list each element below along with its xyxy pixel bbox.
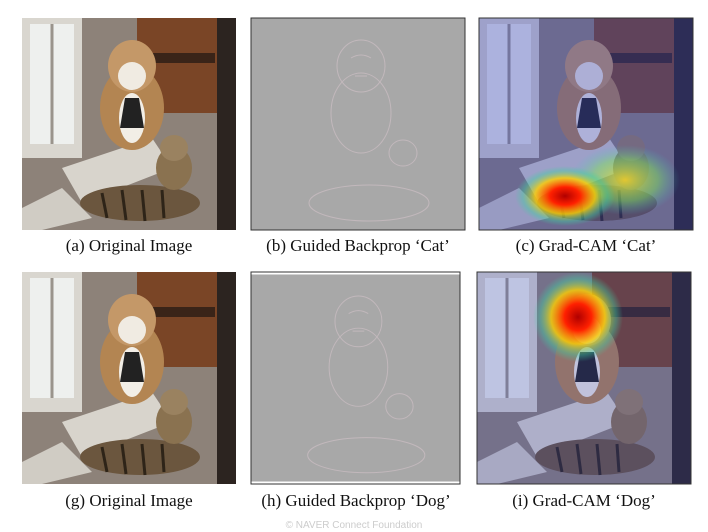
panel-a-image bbox=[22, 18, 236, 230]
caption: (g) Original Image bbox=[65, 491, 193, 510]
caption: (b) Guided Backprop ‘Cat’ bbox=[266, 236, 450, 255]
caption: (c) Grad-CAM ‘Cat’ bbox=[515, 236, 657, 255]
panel-b-image bbox=[250, 17, 466, 231]
caption: (a) Original Image bbox=[65, 236, 193, 255]
panel-c-image bbox=[478, 17, 694, 231]
panel-h-image bbox=[250, 271, 461, 485]
caption: (i) Grad-CAM ‘Dog’ bbox=[512, 491, 656, 510]
caption: (h) Guided Backprop ‘Dog’ bbox=[261, 491, 451, 510]
panel-g-image bbox=[22, 272, 236, 484]
panel-i-image bbox=[476, 271, 692, 485]
watermark: © NAVER Connect Foundation bbox=[285, 520, 423, 531]
